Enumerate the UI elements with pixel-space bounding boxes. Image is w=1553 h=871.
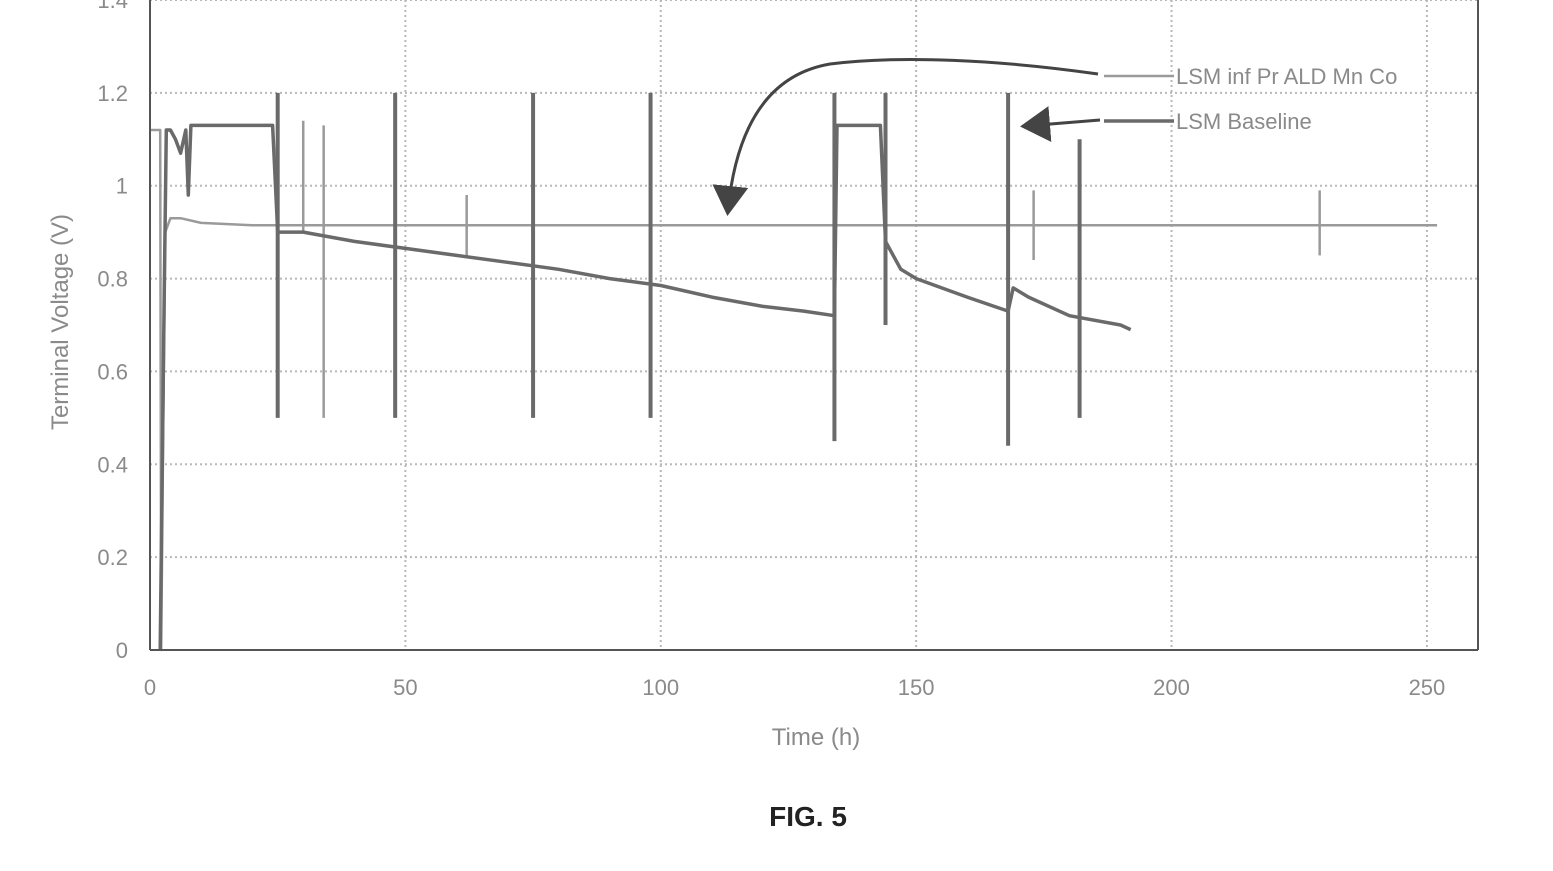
y-tick-label: 1.2 [97, 81, 128, 106]
y-tick-label: 0.8 [97, 267, 128, 292]
grid [150, 0, 1478, 650]
x-tick-label: 200 [1153, 675, 1190, 700]
legend-label-2: LSM Baseline [1176, 109, 1312, 134]
y-tick-label: 0 [116, 638, 128, 663]
series-line-2 [158, 123, 1132, 651]
legend-label-1: LSM inf Pr ALD Mn Co [1176, 64, 1397, 89]
x-tick-labels: 0 50 100 150 200 250 [144, 675, 1445, 700]
series-group [150, 92, 1438, 652]
annotation-arrow-curved [712, 57, 1099, 216]
series-line-1 [150, 128, 1438, 652]
annotation-arrow-straight [1020, 106, 1101, 143]
legend: LSM inf Pr ALD Mn Co LSM Baseline [1104, 64, 1397, 134]
figure-caption: FIG. 5 [769, 801, 847, 832]
x-tick-label: 50 [393, 675, 417, 700]
x-axis-title: Time (h) [772, 724, 860, 751]
y-tick-label: 0.6 [97, 359, 128, 384]
y-tick-label: 0.2 [97, 545, 128, 570]
x-tick-label: 250 [1409, 675, 1446, 700]
y-axis-title: Terminal Voltage (V) [47, 214, 74, 430]
y-tick-label: 0.4 [97, 452, 128, 477]
x-tick-label: 100 [642, 675, 679, 700]
y-tick-label: 1 [116, 174, 128, 199]
x-tick-label: 0 [144, 675, 156, 700]
y-tick-label: 1.4 [97, 0, 128, 13]
y-tick-labels: 0 0.2 0.4 0.6 0.8 1 1.2 1.4 [97, 0, 128, 663]
axes [149, 0, 1479, 651]
x-tick-label: 150 [898, 675, 935, 700]
plot-area [150, 92, 1438, 652]
